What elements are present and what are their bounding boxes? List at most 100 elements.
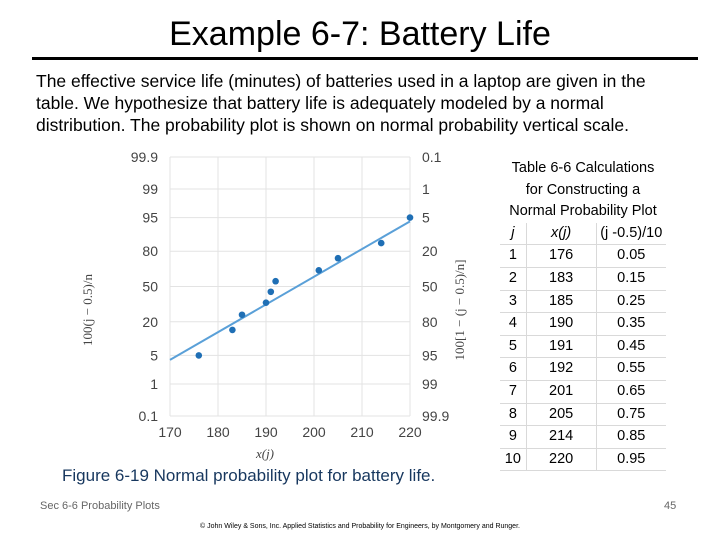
table-caption: Normal Probability Plot xyxy=(509,203,657,220)
table-row: 4 190 0.35 xyxy=(500,312,666,336)
y-left-tick: 5 xyxy=(150,347,158,363)
cell-x: 205 xyxy=(526,403,597,427)
data-point xyxy=(238,311,246,319)
table-row: 3 185 0.25 xyxy=(500,290,666,314)
y-left-axis-label: 100(j − 0.5)/n xyxy=(80,274,95,346)
data-point xyxy=(272,277,279,285)
table-row: 9 214 0.85 xyxy=(500,425,666,449)
y-left-tick: 1 xyxy=(150,376,158,392)
cell-p: 0.15 xyxy=(596,267,666,291)
table-row: 2 183 0.15 xyxy=(500,267,666,291)
table-row: 6 192 0.55 xyxy=(500,357,666,381)
header-x: x(j) xyxy=(526,222,597,246)
data-point xyxy=(334,254,342,262)
cell-j: 6 xyxy=(500,357,527,381)
cell-p: 0.45 xyxy=(596,335,666,359)
cell-j: 9 xyxy=(500,425,527,449)
y-right-tick: 20 xyxy=(422,243,438,259)
y-left-tick: 20 xyxy=(142,314,158,330)
page-number: 45 xyxy=(664,500,677,512)
probability-plot: 170 180 190 200 210 220 99.9 99 95 80 50 20 5 1 0.1 0… xyxy=(70,140,490,470)
plot-grid xyxy=(169,156,411,417)
data-point xyxy=(406,214,414,221)
cell-x: 176 xyxy=(526,244,597,268)
y-left-tick: 95 xyxy=(142,210,158,226)
cell-j: 1 xyxy=(500,244,527,268)
fit-line xyxy=(169,220,411,361)
header-j: j xyxy=(500,222,527,246)
cell-p: 0.85 xyxy=(596,425,666,449)
data-point xyxy=(262,299,270,306)
cell-p: 0.05 xyxy=(596,244,666,268)
table-row: 5 191 0.45 xyxy=(500,335,666,359)
x-tick: 190 xyxy=(254,424,278,440)
header-p: (j -0.5)/10 xyxy=(596,222,666,246)
body-line: The effective service life (minutes) of … xyxy=(36,71,646,91)
cell-j: 3 xyxy=(500,290,527,314)
y-right-tick: 95 xyxy=(422,347,438,363)
cell-j: 4 xyxy=(500,312,527,336)
y-left-tick: 80 xyxy=(142,243,158,259)
table-row: 8 205 0.75 xyxy=(500,403,666,427)
body-text: The effective service life (minutes) of … xyxy=(36,70,696,136)
copyright-notice: © John Wiley & Sons, Inc. Applied Statis… xyxy=(200,523,520,530)
data-point xyxy=(195,352,203,359)
x-axis-label: x(j) xyxy=(255,446,274,461)
cell-x: 192 xyxy=(526,357,597,381)
cell-p: 0.35 xyxy=(596,312,666,336)
cell-x: 185 xyxy=(526,290,597,314)
cell-j: 5 xyxy=(500,335,527,359)
table-caption: Table 6-6 Calculations xyxy=(511,160,655,176)
cell-j: 7 xyxy=(500,380,527,404)
y-right-axis-label: 100[1 − (j − 0.5)/n] xyxy=(452,260,467,361)
cell-x: 214 xyxy=(526,425,597,449)
cell-j: 10 xyxy=(500,448,527,472)
body-line: table. We hypothesize that battery life … xyxy=(36,93,604,113)
y-left-tick: 50 xyxy=(142,279,158,295)
y-left-tick: 0.1 xyxy=(139,408,159,424)
x-tick: 180 xyxy=(206,424,230,440)
cell-p: 0.25 xyxy=(596,290,666,314)
data-points xyxy=(195,214,414,359)
cell-x: 201 xyxy=(526,380,597,404)
slide-title: Example 6-7: Battery Life xyxy=(169,15,551,53)
cell-p: 0.75 xyxy=(596,403,666,427)
y-left-tick: 99 xyxy=(142,181,158,197)
x-tick-labels: 170 180 190 200 210 220 xyxy=(158,424,422,440)
cell-j: 2 xyxy=(500,267,527,291)
y-right-tick: 50 xyxy=(422,279,438,295)
data-point xyxy=(315,267,323,274)
body-line: distribution. The probability plot is sh… xyxy=(36,115,630,135)
cell-p: 0.95 xyxy=(596,448,666,472)
cell-p: 0.65 xyxy=(596,380,666,404)
x-tick: 210 xyxy=(350,424,374,440)
x-tick: 220 xyxy=(398,424,422,440)
data-point xyxy=(267,288,275,296)
y-left-tick-labels: 99.9 99 95 80 50 20 5 1 0.1 xyxy=(131,149,158,424)
figure-caption: Figure 6-19 Normal probability plot for … xyxy=(62,466,436,485)
cell-x: 220 xyxy=(526,448,597,472)
cell-x: 183 xyxy=(526,267,597,291)
cell-p: 0.55 xyxy=(596,357,666,381)
y-right-tick: 99.9 xyxy=(422,408,449,424)
calculation-table: Table 6-6 Calculations for Constructing … xyxy=(500,158,666,472)
table-row: 10 220 0.95 xyxy=(500,448,666,472)
y-left-tick: 99.9 xyxy=(131,149,158,165)
cell-j: 8 xyxy=(500,403,527,427)
y-right-tick: 99 xyxy=(422,376,438,392)
y-right-tick: 80 xyxy=(422,314,438,330)
y-right-tick: 1 xyxy=(422,181,430,197)
x-tick: 170 xyxy=(158,424,182,440)
data-point xyxy=(229,326,236,334)
footer-section: Sec 6-6 Probability Plots xyxy=(40,500,160,512)
y-right-tick: 5 xyxy=(422,210,430,226)
table-caption: for Constructing a xyxy=(525,181,641,198)
title-rule xyxy=(32,57,698,60)
table-row: 1 176 0.05 xyxy=(500,244,666,268)
y-right-tick-labels: 0.1 1 5 20 50 80 95 99 99.9 xyxy=(422,149,449,424)
table-row: 7 201 0.65 xyxy=(500,380,666,404)
cell-x: 191 xyxy=(526,335,597,359)
x-tick: 200 xyxy=(302,424,326,440)
y-right-tick: 0.1 xyxy=(422,149,442,165)
